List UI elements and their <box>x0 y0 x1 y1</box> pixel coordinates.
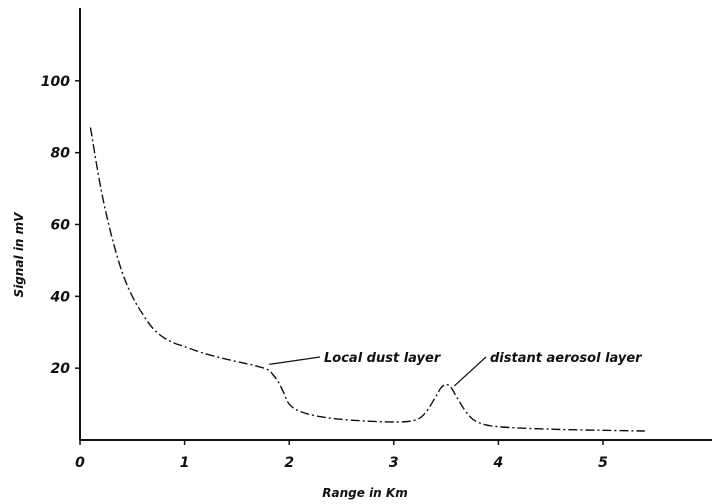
x-axis-title: Range in Km <box>322 486 407 500</box>
signal-curve <box>89 127 645 432</box>
x-ticks: 0 1 2 3 4 5 <box>75 440 608 471</box>
annotation-label: Local dust layer <box>324 351 442 366</box>
y-tick-label: 80 <box>51 146 71 162</box>
annotation-pointer <box>269 356 321 365</box>
x-tick-label: 5 <box>598 455 608 471</box>
x-tick-label: 4 <box>493 455 504 471</box>
annotation-label: distant aerosol layer <box>490 351 643 366</box>
x-tick-label: 1 <box>180 455 190 471</box>
y-tick-label: 60 <box>51 218 71 234</box>
axes <box>79 8 712 441</box>
y-tick-label: 40 <box>50 289 71 305</box>
y-ticks: 20 40 60 80 100 <box>41 74 80 377</box>
y-tick-label: 20 <box>51 361 71 377</box>
y-axis-title: Signal in mV <box>12 211 26 298</box>
x-tick-label: 0 <box>75 455 85 471</box>
annotation-pointer <box>453 356 487 387</box>
x-tick-label: 3 <box>389 455 399 471</box>
x-tick-label: 2 <box>284 455 294 471</box>
y-tick-label: 100 <box>41 74 70 90</box>
annotations: Local dust layer distant aerosol layer <box>269 351 643 387</box>
